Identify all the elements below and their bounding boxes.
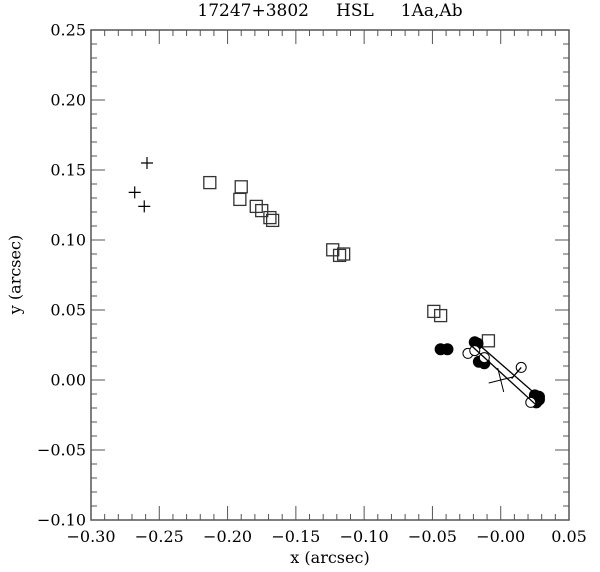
y-tick-label: −0.05 [36, 440, 86, 460]
x-tick-label: 0.05 [551, 527, 587, 546]
orbit-line [475, 341, 541, 399]
square-marker [332, 248, 347, 263]
x-tick-label: −0.10 [339, 527, 389, 546]
open-circle-marker [469, 345, 481, 357]
plot-frame [90, 29, 570, 521]
square-marker [433, 308, 448, 323]
plus-marker [128, 186, 141, 199]
x-tick-label: −0.15 [271, 527, 321, 546]
y-tick-label: 0.20 [50, 90, 86, 110]
open-circle-marker [525, 396, 537, 408]
filled-circle-marker [441, 343, 454, 356]
square-marker [481, 334, 496, 348]
square-marker [263, 210, 277, 225]
x-tick-label: −0.30 [66, 527, 116, 546]
plus-marker [140, 157, 153, 169]
square-marker [265, 213, 280, 228]
y-tick-label: 0.05 [50, 300, 86, 320]
x-tick-label: −0.05 [407, 527, 457, 546]
square-marker [203, 175, 217, 190]
square-marker [234, 180, 248, 194]
x-tick-label: −0.00 [476, 527, 526, 546]
y-tick-label: 0.25 [50, 20, 86, 40]
x-tick-label: −0.25 [134, 527, 184, 546]
square-marker [337, 247, 351, 261]
x-axis-label: x (arcsec) [290, 548, 370, 567]
square-marker [233, 192, 247, 207]
y-tick-label: 0.10 [50, 230, 86, 250]
primary-cross-marker [488, 367, 513, 393]
x-tick-label: −0.20 [203, 527, 253, 546]
chart-title: 17247+3802 HSL 1Aa,Ab [197, 1, 463, 21]
y-axis-label: y (arcsec) [5, 234, 25, 315]
y-tick-label: −0.10 [36, 510, 86, 530]
square-marker [427, 304, 441, 319]
orbit-line [470, 344, 536, 405]
y-tick-label: 0.00 [50, 370, 86, 390]
y-tick-label: 0.15 [50, 160, 86, 180]
orbit-line [511, 366, 522, 380]
plus-marker [138, 200, 151, 213]
square-marker [255, 203, 269, 218]
